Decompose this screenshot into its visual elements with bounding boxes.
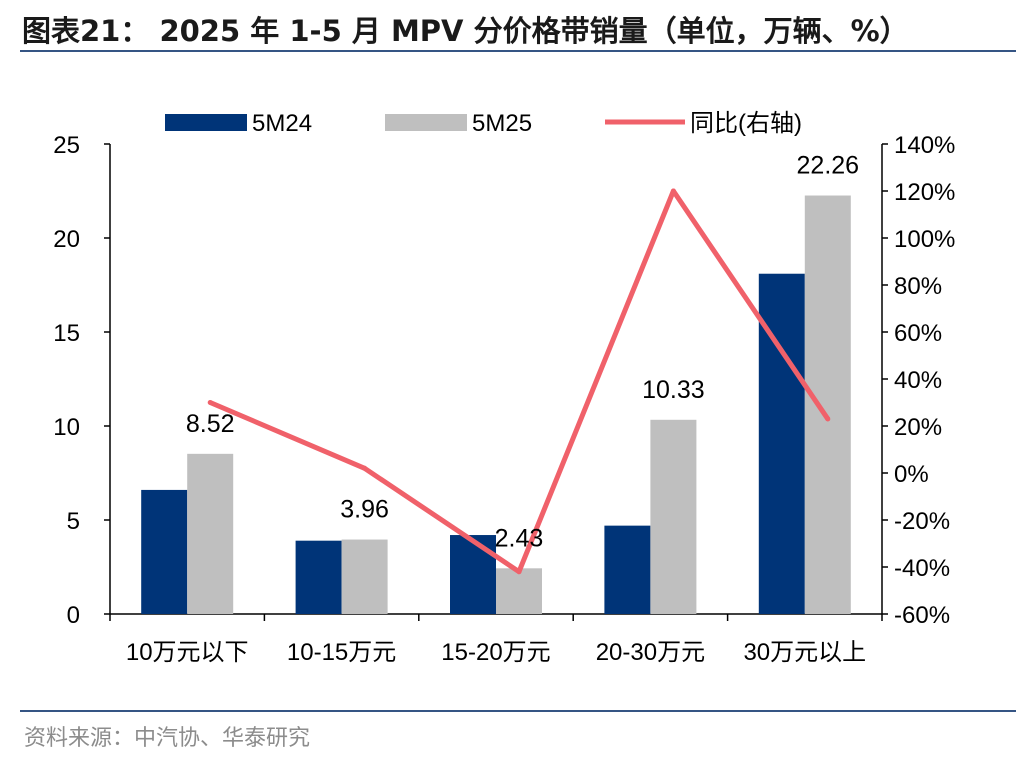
- legend-swatch-5m24: [165, 114, 247, 131]
- y-left-tick-label: 25: [53, 132, 80, 159]
- legend-label-5m25: 5M25: [472, 110, 532, 137]
- chart-title: 图表21： 2025 年 1-5 月 MPV 分价格带销量（单位，万辆、%）: [22, 14, 909, 48]
- legend-label-yoy: 同比(右轴): [690, 110, 802, 137]
- data-label-5m25: 22.26: [797, 152, 860, 180]
- data-label-5m25: 8.52: [186, 410, 235, 438]
- title-rule: [20, 50, 1016, 52]
- x-category-label: 15-20万元: [441, 639, 550, 666]
- bar-5m24: [295, 540, 342, 614]
- x-category-label: 10-15万元: [287, 639, 396, 666]
- line-point-yoy: [362, 465, 368, 471]
- bar-5m24: [450, 535, 496, 614]
- x-category-label: 10万元以下: [126, 639, 249, 666]
- y-right-tick-label: 20%: [894, 414, 942, 441]
- y-left-tick-label: 10: [53, 414, 80, 441]
- y-left-tick-label: 5: [67, 508, 80, 535]
- line-point-yoy: [516, 569, 522, 575]
- bar-5m25: [496, 568, 542, 614]
- data-labels: 8.52 3.96 2.43 10.33 22.26: [186, 152, 859, 553]
- bar-5m25: [804, 195, 851, 614]
- combo-chart: 5M24 5M25 同比(右轴) 0 5 10 15 20 25 -60% -40% -20% 0% 2…: [53, 110, 955, 666]
- line-point-yoy: [825, 416, 831, 422]
- data-label-5m25: 2.43: [495, 524, 544, 552]
- source-note: 资料来源：中汽协、华泰研究: [24, 726, 311, 751]
- source-rule: [20, 710, 1016, 712]
- y-right-tick-label: -40%: [894, 555, 950, 582]
- line-yoy: [209, 188, 830, 575]
- y-right-tick-label: 60%: [894, 320, 942, 347]
- bars: [141, 195, 851, 614]
- y-left-tick-label: 0: [67, 602, 80, 629]
- y-right-tick-label: 120%: [894, 179, 955, 206]
- y-right-tick-label: 0%: [894, 461, 929, 488]
- bar-5m25: [650, 419, 697, 614]
- data-label-5m25: 3.96: [340, 496, 389, 524]
- y-left-tick-label: 15: [53, 320, 80, 347]
- y-right-tick-label: -60%: [894, 602, 950, 629]
- x-category-label: 20-30万元: [596, 639, 705, 666]
- bar-5m25: [187, 453, 234, 614]
- data-label-5m25: 10.33: [642, 376, 705, 404]
- y-left-tick-label: 20: [53, 226, 80, 253]
- bar-5m24: [604, 525, 651, 614]
- y-right-tick-label: 80%: [894, 273, 942, 300]
- axes: 0 5 10 15 20 25 -60% -40% -20% 0% 20% 40% 60% 80% 100%…: [53, 132, 955, 666]
- x-category-label: 30万元以上: [743, 639, 866, 666]
- bar-5m24: [141, 489, 188, 614]
- legend: 5M24 5M25 同比(右轴): [165, 110, 802, 137]
- bar-5m25: [341, 539, 388, 614]
- y-right-tick-label: 100%: [894, 226, 955, 253]
- line-point-yoy: [670, 188, 676, 194]
- y-right-tick-label: 140%: [894, 132, 955, 159]
- legend-label-5m24: 5M24: [252, 110, 312, 137]
- yoy-line: [207, 188, 831, 575]
- y-right-tick-label: -20%: [894, 508, 950, 535]
- legend-swatch-5m25: [385, 114, 467, 131]
- y-right-tick-label: 40%: [894, 367, 942, 394]
- line-point-yoy: [207, 400, 213, 405]
